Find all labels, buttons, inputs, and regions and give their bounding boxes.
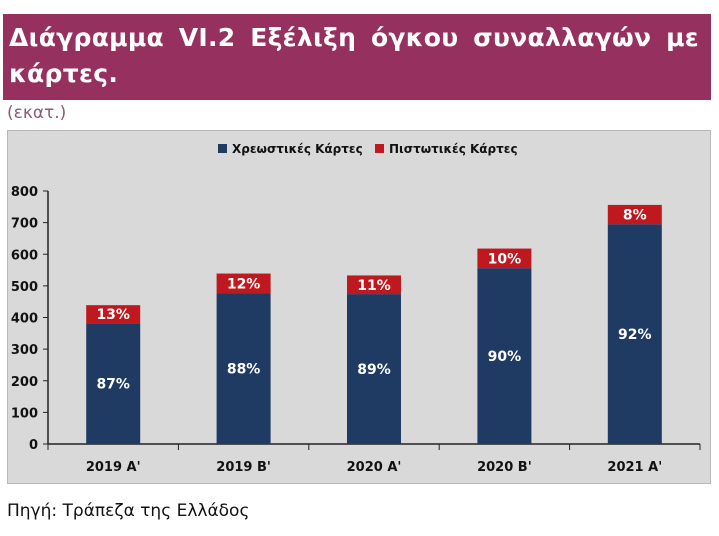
credit-share-label: 8%: [623, 208, 647, 224]
y-tick-label: 300: [11, 343, 38, 358]
legend-swatch-debit: [218, 144, 227, 153]
title-banner: Διάγραμμα VI.2 Εξέλιξη όγκου συναλλαγών …: [3, 14, 711, 100]
credit-card-bar: [607, 204, 662, 225]
x-tick-label: 2021 A': [607, 460, 662, 475]
y-tick-label: 100: [11, 406, 38, 421]
debit-card-bar: [347, 294, 401, 444]
credit-share-label: 12%: [227, 277, 261, 293]
credit-share-label: 13%: [96, 307, 130, 323]
credit-share-label: 10%: [488, 251, 522, 267]
y-tick-label: 700: [11, 217, 38, 232]
chart-title: Διάγραμμα VI.2 Εξέλιξη όγκου συναλλαγών …: [9, 23, 699, 88]
debit-share-label: 89%: [357, 362, 391, 378]
y-tick-label: 500: [11, 280, 38, 295]
legend-label-credit: Πιστωτικές Κάρτες: [389, 142, 518, 156]
debit-share-label: 87%: [96, 377, 130, 393]
legend-label-debit: Χρεωστικές Κάρτες: [232, 142, 363, 156]
credit-share-label: 11%: [357, 278, 391, 294]
y-tick-label: 800: [11, 185, 38, 200]
y-tick-label: 0: [29, 438, 38, 453]
x-tick-label: 2020 B': [477, 460, 532, 475]
debit-share-label: 90%: [488, 349, 522, 365]
debit-share-label: 92%: [618, 327, 652, 343]
debit-share-label: 88%: [227, 362, 261, 378]
credit-card-bar: [477, 248, 532, 269]
legend-swatch-credit: [375, 144, 384, 153]
debit-card-bar: [86, 323, 141, 444]
x-tick-label: 2019 B': [216, 460, 271, 475]
source-note: Πηγή: Τράπεζα της Ελλάδος: [7, 501, 250, 521]
x-tick-label: 2019 A': [86, 460, 141, 475]
debit-card-bar: [477, 268, 532, 444]
y-tick-label: 200: [11, 375, 38, 390]
credit-card-bar: [86, 305, 141, 324]
y-tick-label: 400: [11, 312, 38, 327]
debit-card-bar: [607, 224, 662, 444]
unit-label: (εκατ.): [7, 103, 67, 123]
debit-card-bar: [216, 293, 271, 444]
y-tick-label: 600: [11, 248, 38, 263]
x-tick-label: 2020 A': [347, 460, 402, 475]
stacked-bar-chart: 0 100 200 300 400 500 600 700 800 87% 13% 2019 A' 88…: [11, 142, 701, 475]
chart-area: 0 100 200 300 400 500 600 700 800 87% 13% 2019 A' 88…: [7, 130, 711, 484]
credit-card-bar: [216, 273, 271, 294]
credit-card-bar: [347, 275, 401, 295]
